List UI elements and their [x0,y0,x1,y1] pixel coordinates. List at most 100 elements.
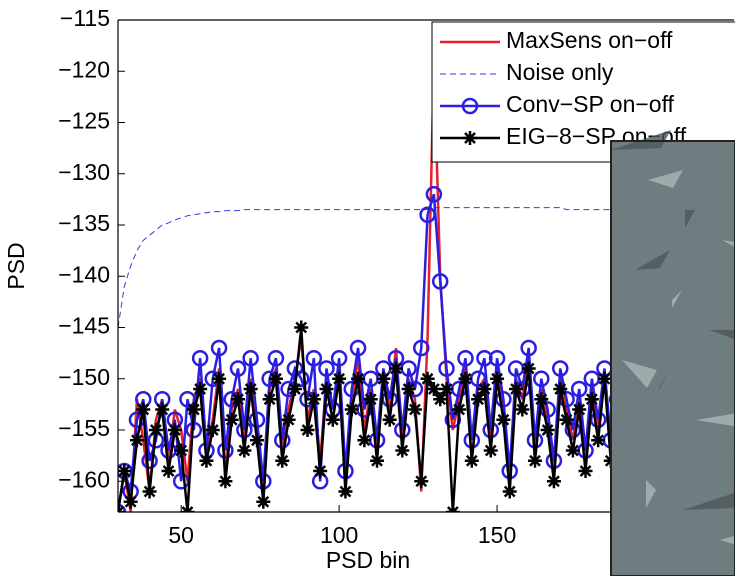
y-tick-label: −130 [58,159,110,185]
asterisk-marker [534,392,549,407]
series-line [118,207,656,328]
photo-texture [635,250,670,270]
y-tick-label: −150 [58,364,110,390]
asterisk-marker [363,392,378,407]
photo [611,141,735,576]
asterisk-marker [464,453,479,468]
asterisk-marker [129,433,144,448]
asterisk-marker [313,464,328,478]
asterisk-marker [142,484,157,499]
asterisk-marker [565,443,580,458]
asterisk-marker [553,382,568,396]
asterisk-marker [490,371,505,386]
asterisk-marker [136,402,151,417]
photo-texture [722,240,735,248]
asterisk-marker [388,361,403,376]
circle-marker [210,339,228,357]
circle-marker [292,370,310,387]
photo-texture [683,492,735,510]
y-tick-label: −115 [60,5,110,31]
asterisk-marker [426,382,441,396]
circle-marker [425,186,443,203]
circle-marker [242,350,259,367]
asterisk-marker [224,412,239,427]
circle-marker [217,442,234,459]
asterisk-marker [540,423,555,437]
photo-texture [646,480,656,508]
asterisk-marker [591,433,606,448]
asterisk-marker [268,371,283,386]
asterisk-marker [420,371,435,386]
circle-marker [476,350,493,367]
asterisk-marker [306,392,321,407]
circle-marker [229,360,247,377]
circle-marker [179,391,196,408]
y-tick-label: −120 [58,56,110,82]
x-axis-label: PSD bin [326,547,410,573]
legend-label: MaxSens on−off [506,27,673,53]
circle-marker [457,350,474,367]
asterisk-marker [439,382,454,396]
circle-marker [413,339,430,357]
y-tick-label: −160 [58,466,110,492]
photo-texture [648,170,683,188]
asterisk-marker [237,443,252,458]
asterisk-marker [319,382,334,396]
asterisk-marker [294,320,309,335]
asterisk-marker [509,382,524,396]
photo-texture [709,330,735,340]
asterisk-marker [167,423,182,437]
asterisk-marker [357,433,372,448]
photo-texture [696,413,735,427]
plot-area [118,60,664,512]
asterisk-marker [300,423,315,437]
asterisk-marker [559,412,574,427]
asterisk-marker [193,382,208,396]
asterisk-marker [458,371,473,386]
asterisk-marker [231,392,246,407]
asterisk-marker [155,402,170,417]
circle-marker [236,421,253,439]
asterisk-marker [515,402,530,417]
y-tick-label: −145 [58,313,110,339]
y-axis-label: PSD [3,242,29,289]
photo-texture [685,210,695,228]
photo-texture [622,360,657,388]
asterisk-marker [186,402,201,417]
asterisk-marker [572,402,587,417]
asterisk-marker [218,474,233,489]
asterisk-marker [275,453,290,468]
asterisk-marker [527,453,542,468]
circle-marker [564,421,582,439]
legend-label: Noise only [506,59,614,85]
circle-marker [191,350,209,367]
y-tick-label: −125 [58,108,110,134]
circle-marker [438,360,455,377]
asterisk-marker [243,382,258,396]
asterisk-marker [477,382,492,396]
y-tick-label: −155 [58,415,110,441]
asterisk-marker [174,443,189,458]
asterisk-marker [256,494,271,509]
asterisk-marker [407,402,422,417]
photo-texture [672,290,682,308]
photo-border [610,140,735,576]
circle-marker [141,452,158,469]
circle-marker [431,273,449,290]
asterisk-marker [376,371,391,386]
asterisk-marker [521,361,536,376]
asterisk-marker [325,412,340,427]
circle-marker [570,380,588,398]
asterisk-marker [401,382,416,396]
circle-marker [444,411,462,428]
asterisk-marker [452,402,467,417]
asterisk-marker [414,474,429,489]
x-tick-label: 150 [478,522,516,548]
circle-marker [419,206,436,223]
asterisk-marker [332,371,347,386]
asterisk-marker [483,443,498,458]
x-tick-label: 100 [320,522,358,548]
asterisk-marker [281,412,296,427]
legend-marker [461,97,479,115]
